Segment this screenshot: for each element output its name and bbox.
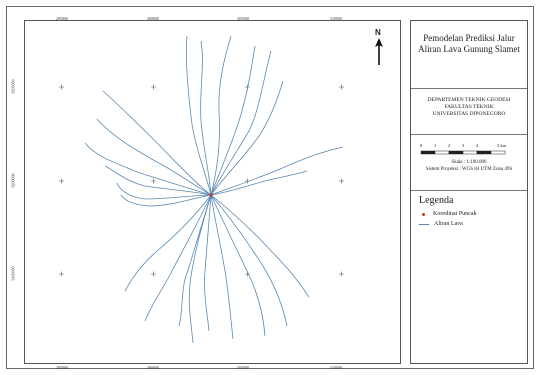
institution-box: DEPARTEMEN TEKNIK GEODESI FAKULTAS TEKNI…	[411, 89, 527, 135]
scale-ratio: Skala : 1:100.000	[451, 160, 487, 165]
legend-item-summit: Koordinat Puncak	[419, 211, 477, 217]
scale-box: 0 1 2 3 4 5 km Skala : 1:100.000 Sistem …	[411, 135, 527, 191]
x-tick-top-3: 305000	[237, 16, 249, 21]
lava-line-symbol	[419, 223, 429, 225]
university-name: UNIVERSITAS DIPONEGORO	[432, 111, 506, 117]
north-arrow: N	[372, 28, 386, 66]
grid-crosses	[59, 84, 344, 277]
info-panel: Pemodelan Prediksi Jalur Aliran Lava Gun…	[410, 20, 528, 364]
map-title: Pemodelan Prediksi Jalur Aliran Lava Gun…	[418, 33, 520, 54]
summit-point	[209, 193, 213, 197]
scale-label-3: 3	[462, 143, 465, 148]
map-frame	[24, 20, 401, 364]
scale-label-0: 0	[420, 143, 423, 148]
x-tick-bottom-2: 300000	[147, 365, 159, 370]
x-tick-bottom-1: 295000	[56, 365, 68, 370]
projection-text: Sistem Proyeksi : WGS 84 UTM Zona 49S	[425, 167, 513, 172]
legend-label-lava: Aliran Lava	[434, 221, 463, 227]
faculty-name: FAKULTAS TEKNIK	[444, 104, 494, 110]
north-label: N	[375, 28, 381, 37]
scale-label-2: 2	[448, 143, 451, 148]
north-arrow-icon	[375, 38, 383, 65]
x-tick-top-2: 300000	[147, 16, 159, 21]
x-tick-top-4: 310000	[330, 16, 342, 21]
legend-item-lava: Aliran Lava	[419, 221, 463, 227]
institution-text: DEPARTEMEN TEKNIK GEODESI FAKULTAS TEKNI…	[411, 89, 527, 118]
y-tick-left-3: 9195000	[10, 266, 16, 281]
scale-label-5: 5 km	[497, 143, 507, 148]
x-tick-top-1: 295000	[56, 16, 68, 21]
y-tick-left-2: 9200000	[10, 173, 16, 188]
x-tick-bottom-3: 305000	[237, 365, 249, 370]
title-box: Pemodelan Prediksi Jalur Aliran Lava Gun…	[411, 21, 527, 89]
scale-label-4: 4	[476, 143, 479, 148]
lava-flow-map	[59, 35, 344, 344]
lava-flow-lines	[84, 35, 344, 344]
scale-bar	[420, 150, 506, 155]
y-tick-left-1: 9205000	[10, 79, 16, 94]
summit-point-symbol	[422, 212, 425, 216]
legend-label-summit: Koordinat Puncak	[433, 211, 477, 217]
scale-label-1: 1	[434, 143, 437, 148]
x-tick-bottom-4: 310000	[330, 365, 342, 370]
legend-title: Legenda	[419, 195, 454, 206]
department-name: DEPARTEMEN TEKNIK GEODESI	[427, 97, 511, 103]
